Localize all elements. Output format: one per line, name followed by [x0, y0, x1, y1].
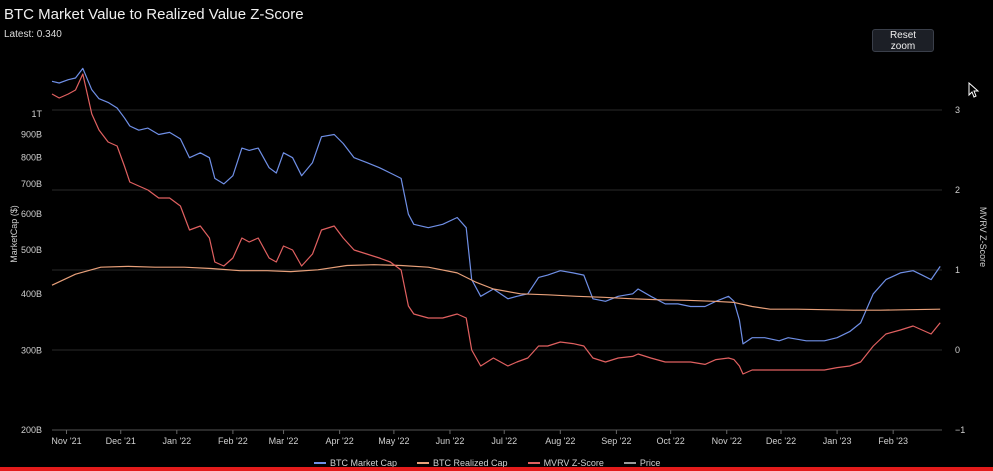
legend-item-realized-cap[interactable]: BTC Realized Cap: [417, 458, 508, 468]
legend-swatch: [314, 462, 326, 464]
y-axis-label-right: MVRV Z-Score: [978, 206, 988, 268]
x-tick-label: Feb '23: [878, 436, 908, 446]
x-tick-label: Apr '22: [325, 436, 353, 446]
legend-label: MVRV Z-Score: [543, 458, 604, 468]
mouse-cursor-icon: [968, 82, 980, 98]
legend-item-market-cap[interactable]: BTC Market Cap: [314, 458, 397, 468]
x-tick-label: Nov '21: [51, 436, 81, 446]
y-tick-left: 1T: [31, 109, 42, 119]
x-tick-label: Dec '21: [106, 436, 136, 446]
market-cap-line: [51, 67, 941, 345]
legend-swatch: [623, 462, 636, 464]
x-tick-label: Jun '22: [436, 436, 465, 446]
legend-item-price[interactable]: Price: [623, 458, 661, 468]
x-tick-label: Nov '22: [712, 436, 742, 446]
video-progress-bar[interactable]: [0, 467, 993, 471]
y-tick-left: 700B: [21, 179, 42, 189]
y-tick-right: 2: [955, 185, 960, 195]
legend-label: BTC Market Cap: [330, 458, 398, 468]
x-tick-label: Feb '22: [218, 436, 248, 446]
legend-item-zscore[interactable]: MVRV Z-Score: [527, 458, 604, 468]
x-tick-label: Jan '23: [823, 436, 852, 446]
x-tick-label: Oct '22: [657, 436, 685, 446]
y-tick-left: 800B: [21, 153, 42, 163]
legend-swatch: [527, 462, 540, 464]
reset-zoom-button[interactable]: Reset zoom: [872, 29, 934, 52]
y-axis-label-left: MarketCap ($): [9, 205, 19, 263]
y-tick-right: 1: [955, 265, 960, 275]
y-tick-left: 900B: [21, 130, 42, 140]
legend-label: Price: [639, 458, 661, 468]
x-tick-label: Jul '22: [491, 436, 517, 446]
legend-label: BTC Realized Cap: [433, 458, 508, 468]
y-tick-left: 600B: [21, 209, 42, 219]
zscore-line: [51, 73, 941, 375]
x-tick-label: Dec '22: [766, 436, 796, 446]
y-tick-right: 0: [955, 345, 960, 355]
x-tick-label: Aug '22: [545, 436, 575, 446]
x-tick-label: Mar '22: [269, 436, 299, 446]
chart-title: BTC Market Value to Realized Value Z-Sco…: [4, 6, 304, 23]
y-tick-right: 3: [955, 105, 960, 115]
y-tick-left: 500B: [21, 245, 42, 255]
latest-value: Latest: 0.340: [4, 29, 62, 40]
legend: BTC Market Cap BTC Realized Cap MVRV Z-S…: [314, 458, 660, 468]
y-tick-left: 200B: [21, 425, 42, 435]
x-tick-label: May '22: [378, 436, 409, 446]
x-tick-label: Sep '22: [601, 436, 631, 446]
y-tick-left: 300B: [21, 345, 42, 355]
x-tick-label: Jan '22: [162, 436, 191, 446]
legend-swatch: [417, 462, 430, 464]
realized-cap-line: [51, 264, 941, 311]
y-tick-left: 400B: [21, 289, 42, 299]
y-tick-right: −1: [955, 425, 965, 435]
